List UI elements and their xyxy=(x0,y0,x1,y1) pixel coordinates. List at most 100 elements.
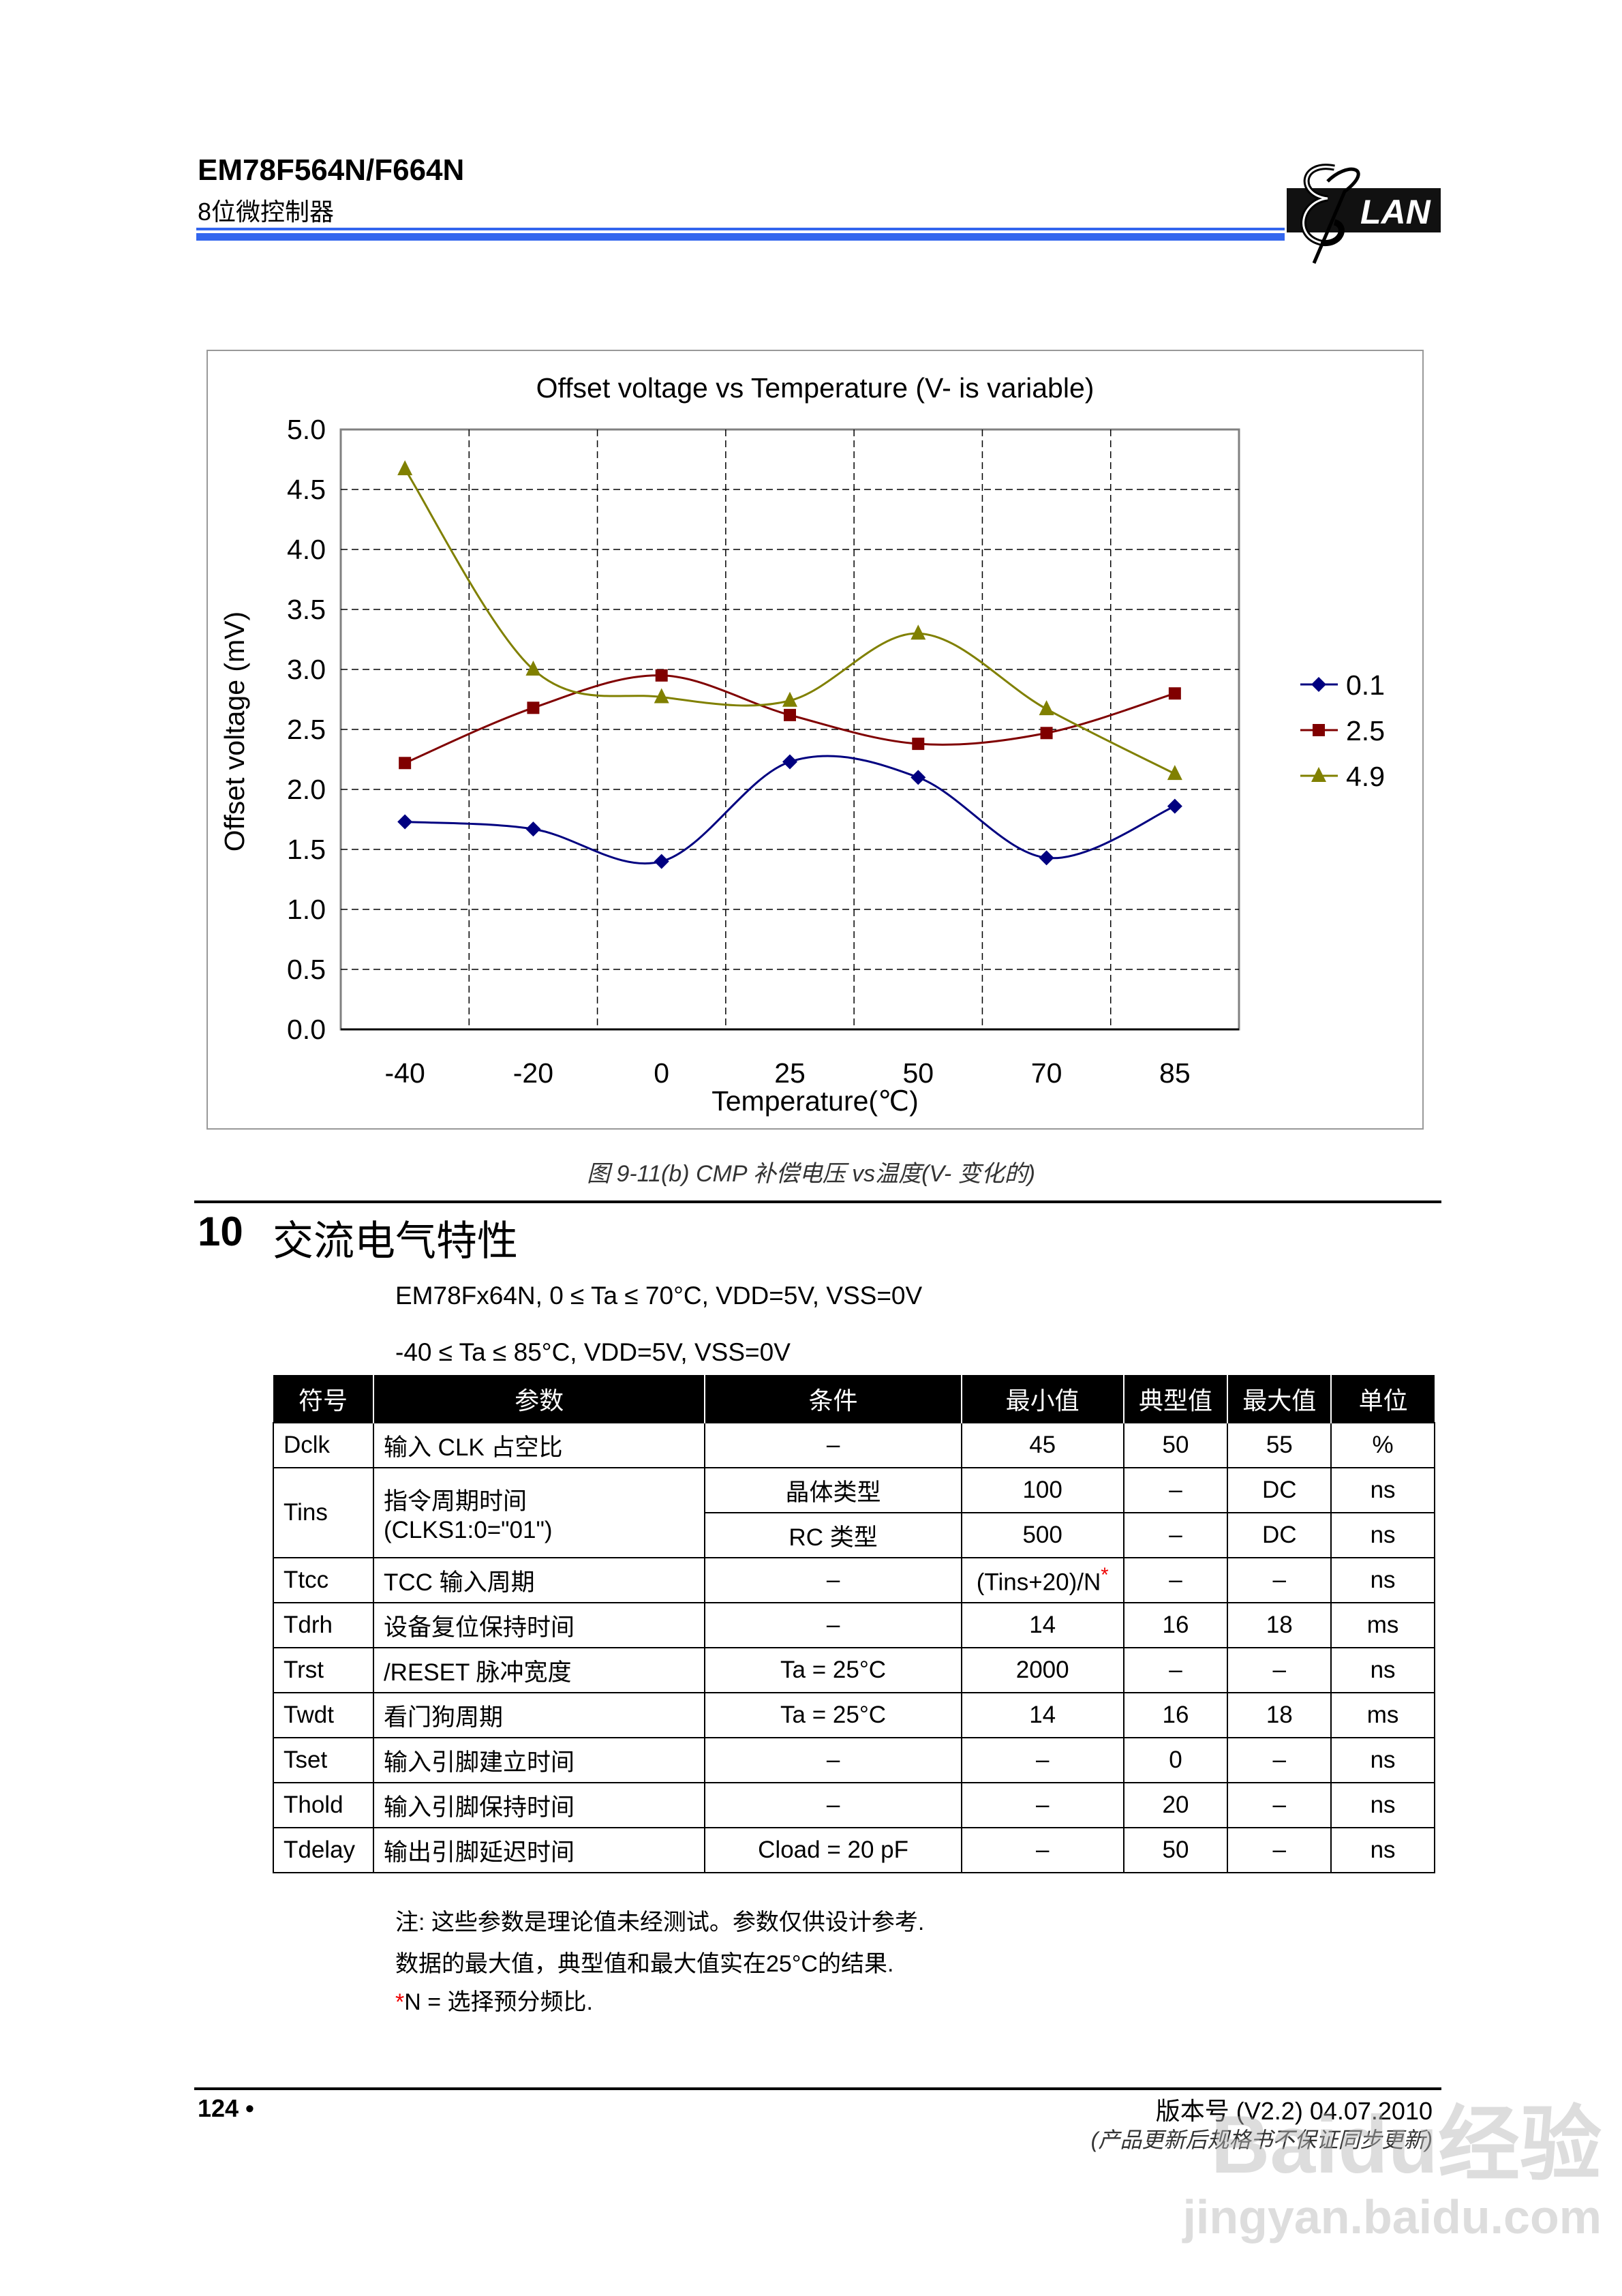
y-tick-label: 2.5 xyxy=(287,714,326,745)
data-point-4.9 xyxy=(654,688,669,704)
legend-label-4.9: 4.9 xyxy=(1346,761,1385,792)
cell-max: – xyxy=(1227,1782,1332,1828)
header-symbol: 符号 xyxy=(273,1375,373,1423)
x-tick-label: 50 xyxy=(902,1057,934,1089)
cell-condition: 晶体类型 xyxy=(704,1467,962,1513)
cell-symbol: Tset xyxy=(273,1737,374,1783)
data-point-4.9 xyxy=(782,691,797,707)
version-label: 版本号 (V2.2) 04.07.2010 xyxy=(1155,2097,1433,2125)
note-line-3-text: N = 选择预分频比. xyxy=(404,1989,593,2015)
header-condition: 条件 xyxy=(704,1375,962,1423)
min-value: (Tins+20)/N xyxy=(976,1569,1101,1596)
cell-typ: 16 xyxy=(1122,1602,1229,1648)
cell-symbol: Twdt xyxy=(273,1692,374,1738)
footer-rule xyxy=(194,2087,1441,2090)
cell-condition: – xyxy=(704,1422,962,1468)
note-line-2: 数据的最大值，典型值和最大值实在25°C的结果. xyxy=(395,1951,894,1977)
table-row: Tins 指令周期时间 (CLKS1:0="01") 晶体类型 100– DC ns xyxy=(273,1467,1435,1558)
chart-title: Offset voltage vs Temperature (V- is var… xyxy=(536,372,1095,404)
cell-unit: ns xyxy=(1330,1557,1435,1603)
cell-max: 55 xyxy=(1227,1422,1332,1468)
x-tick-label: 25 xyxy=(774,1057,806,1089)
asterisk-mark: * xyxy=(395,1989,405,2015)
data-point-4.9 xyxy=(1167,765,1182,781)
cell-unit: % xyxy=(1330,1422,1435,1468)
cell-condition: – xyxy=(704,1557,962,1603)
figure-caption: 图 9-11(b) CMP 补偿电压 vs温度(V- 变化的) xyxy=(587,1161,1035,1187)
header-unit: 单位 xyxy=(1330,1375,1435,1423)
cell-typ: 0 xyxy=(1122,1737,1229,1783)
data-point-2.5 xyxy=(655,669,668,682)
page-number: 124 • xyxy=(198,2094,254,2122)
y-tick-label: 3.0 xyxy=(287,654,326,685)
watermark-line-2: jingyan.baidu.com xyxy=(1182,2190,1602,2244)
cell-symbol: Tdelay xyxy=(273,1827,374,1873)
document-title: EM78F564N/F664N xyxy=(198,153,465,187)
data-point-0.1 xyxy=(397,814,413,830)
header-typ: 典型值 xyxy=(1122,1375,1228,1423)
y-tick-label: 1.0 xyxy=(287,894,326,925)
cell-unit: ns xyxy=(1330,1467,1435,1513)
table-row: Trst/RESET 脉冲宽度 Ta = 25°C 2000– – ns xyxy=(273,1647,1435,1693)
cell-condition: RC 类型 xyxy=(704,1512,962,1558)
svg-text:LAN: LAN xyxy=(1360,193,1431,231)
cell-symbol: Tins xyxy=(273,1467,374,1558)
table-row: Tdrh 设备复位保持时间 –14 16 18 ms xyxy=(273,1602,1435,1648)
cell-typ: – xyxy=(1122,1557,1229,1603)
y-tick-label: 0.5 xyxy=(287,954,326,985)
parameter-line-2: (CLKS1:0="01") xyxy=(383,1516,553,1543)
cell-min: – xyxy=(960,1782,1124,1828)
y-tick-label: 4.0 xyxy=(287,534,326,565)
cell-symbol: Ttcc xyxy=(273,1557,374,1603)
cell-max: – xyxy=(1227,1647,1332,1693)
data-point-2.5 xyxy=(1168,687,1181,700)
header-min: 最小值 xyxy=(960,1375,1124,1423)
cell-unit: ns xyxy=(1330,1827,1435,1873)
header-max: 最大值 xyxy=(1227,1375,1332,1423)
data-point-0.1 xyxy=(654,854,669,869)
y-tick-label: 5.0 xyxy=(287,414,326,445)
cell-parameter: 输入引脚建立时间 xyxy=(372,1737,706,1783)
parameter-line-1: 指令周期时间 xyxy=(383,1487,527,1515)
x-tick-label: 0 xyxy=(654,1057,669,1089)
cell-typ: 50 xyxy=(1122,1422,1229,1468)
cell-min: 500 xyxy=(960,1512,1124,1558)
cell-parameter: 输入 CLK 占空比 xyxy=(372,1422,706,1468)
cell-condition: Ta = 25°C xyxy=(704,1692,962,1738)
x-axis-label: Temperature(℃) xyxy=(711,1085,919,1117)
cell-min: (Tins+20)/N* xyxy=(960,1557,1124,1603)
data-point-2.5 xyxy=(399,757,412,770)
version-note: (产品更新后规格书不保证同步更新) xyxy=(1090,2128,1433,2152)
y-tick-label: 2.0 xyxy=(287,774,326,805)
cell-typ: 20 xyxy=(1122,1782,1229,1828)
cell-symbol: Tdrh xyxy=(273,1602,374,1648)
cell-parameter: 设备复位保持时间 xyxy=(372,1602,706,1648)
cell-min: 2000 xyxy=(960,1647,1124,1693)
cell-symbol: Dclk xyxy=(273,1422,374,1468)
cell-parameter: 输出引脚延迟时间 xyxy=(372,1827,706,1873)
data-point-4.9 xyxy=(1039,700,1054,716)
cell-parameter: /RESET 脉冲宽度 xyxy=(372,1647,706,1693)
note-line-3: *N = 选择预分频比. xyxy=(395,1983,593,2016)
data-point-0.1 xyxy=(782,754,797,770)
table-row: Thold 输入引脚保持时间 – –20– ns xyxy=(273,1782,1435,1828)
legend-marker-4.9 xyxy=(1311,767,1326,782)
data-point-2.5 xyxy=(1040,727,1053,740)
cell-unit: ns xyxy=(1330,1647,1435,1693)
cell-unit: ns xyxy=(1330,1782,1435,1828)
section-number: 10 xyxy=(198,1209,243,1254)
watermark: Baidu经验 jingyan.baidu.com xyxy=(1182,2100,1602,2244)
cell-parameter: TCC 输入周期 xyxy=(372,1557,706,1603)
cell-min: 100 xyxy=(960,1467,1124,1513)
cell-condition: – xyxy=(704,1737,962,1783)
x-tick-label: -40 xyxy=(385,1057,425,1089)
data-point-0.1 xyxy=(911,770,926,785)
table-row: Twdt 看门狗周期 Ta = 25°C 14 16 18 ms xyxy=(273,1692,1435,1738)
note-line-1: 注: 这些参数是理论值未经测试。参数仅供设计参考. xyxy=(395,1909,925,1935)
legend-label-0.1: 0.1 xyxy=(1346,669,1385,701)
cell-min: 14 xyxy=(960,1602,1124,1648)
header-rule-thick xyxy=(196,233,1285,241)
y-axis-label: Offset voltage (mV) xyxy=(219,611,250,851)
legend-marker-2.5 xyxy=(1313,724,1325,736)
y-tick-label: 3.5 xyxy=(287,594,326,625)
